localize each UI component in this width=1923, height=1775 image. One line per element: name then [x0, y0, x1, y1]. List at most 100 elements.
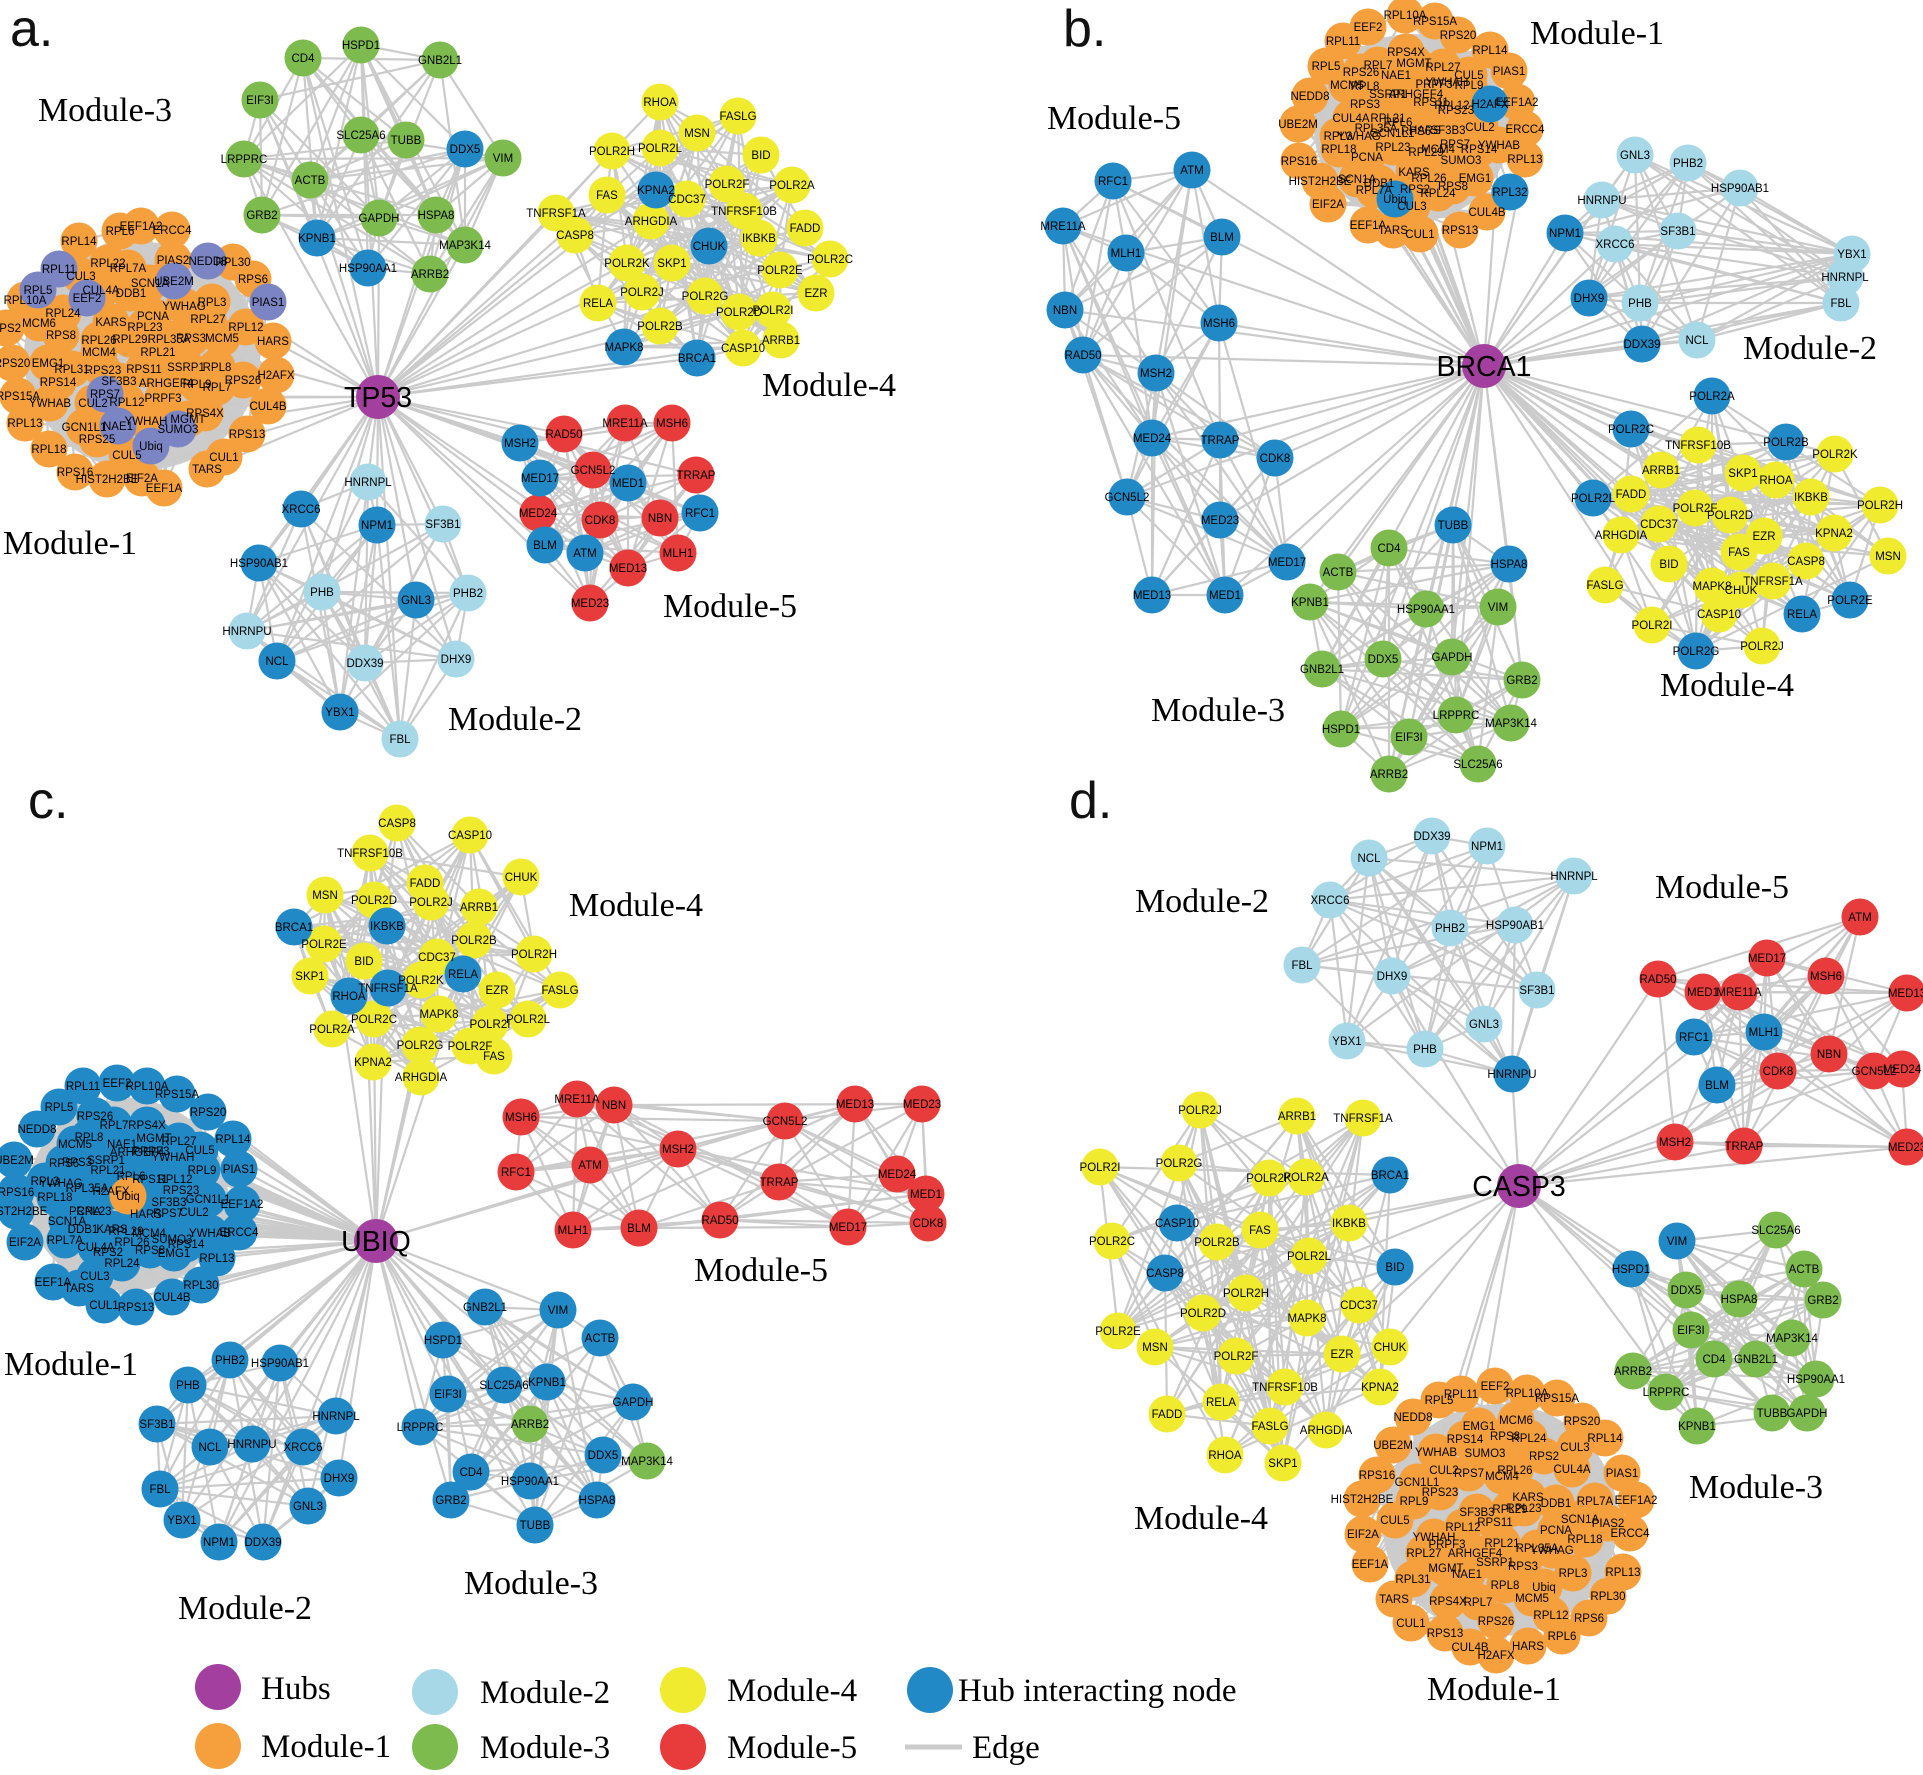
svg-text:NEDD8: NEDD8: [18, 1124, 57, 1136]
svg-text:RPL7: RPL7: [203, 382, 232, 394]
svg-text:HIST2H2BE: HIST2H2BE: [1289, 176, 1352, 188]
svg-text:Ubiq: Ubiq: [1383, 194, 1407, 206]
svg-text:SF3B3: SF3B3: [1430, 125, 1465, 137]
svg-text:EIF2A: EIF2A: [1347, 1529, 1379, 1541]
svg-text:FBL: FBL: [1830, 298, 1852, 310]
svg-text:MED1: MED1: [612, 478, 644, 490]
svg-text:SLC25A6: SLC25A6: [1453, 759, 1502, 771]
svg-text:Module-5: Module-5: [694, 1252, 828, 1289]
svg-text:MLH1: MLH1: [1111, 248, 1142, 260]
svg-text:CUL4B: CUL4B: [249, 401, 286, 413]
svg-text:NEDD8: NEDD8: [1394, 1412, 1433, 1424]
svg-text:SLC25A6: SLC25A6: [336, 130, 385, 142]
svg-text:BLM: BLM: [627, 1223, 651, 1235]
svg-text:RPL6: RPL6: [117, 1171, 146, 1183]
svg-text:PIAS1: PIAS1: [1493, 66, 1526, 78]
svg-text:POLR2J: POLR2J: [409, 897, 452, 909]
svg-text:SKP1: SKP1: [657, 258, 686, 270]
svg-text:KPNB1: KPNB1: [1678, 1421, 1716, 1433]
svg-text:Module-4: Module-4: [762, 367, 896, 404]
svg-text:PHB: PHB: [1413, 1044, 1437, 1056]
svg-text:MED17: MED17: [1748, 953, 1786, 965]
svg-text:RPL6: RPL6: [106, 226, 135, 238]
svg-text:MED17: MED17: [829, 1222, 867, 1234]
svg-text:Module-3: Module-3: [38, 92, 172, 129]
svg-text:NCL: NCL: [1685, 335, 1709, 347]
svg-text:MAPK8: MAPK8: [420, 1009, 459, 1021]
svg-text:ARHGEF4: ARHGEF4: [110, 1147, 165, 1159]
svg-text:SCN1A: SCN1A: [1338, 174, 1377, 186]
svg-text:EEF2: EEF2: [1354, 22, 1383, 34]
svg-text:NCL: NCL: [198, 1442, 222, 1454]
svg-text:RPS3: RPS3: [1350, 99, 1380, 111]
svg-text:GNB2L1: GNB2L1: [1300, 664, 1344, 676]
svg-text:MCM4: MCM4: [82, 347, 116, 359]
svg-text:ACTB: ACTB: [295, 175, 326, 187]
svg-text:MAPK8: MAPK8: [605, 342, 644, 354]
svg-text:d.: d.: [1069, 772, 1112, 830]
svg-text:RPS6: RPS6: [1574, 1613, 1604, 1625]
svg-text:BID: BID: [1385, 1262, 1404, 1274]
svg-text:SF3B1: SF3B1: [1519, 985, 1554, 997]
svg-text:KPNA2: KPNA2: [354, 1057, 392, 1069]
svg-text:Module-4: Module-4: [569, 887, 703, 924]
svg-text:NBN: NBN: [1053, 305, 1077, 317]
svg-text:POLR2J: POLR2J: [1740, 641, 1783, 653]
svg-text:PCNA: PCNA: [1540, 1525, 1572, 1537]
svg-text:RPL12: RPL12: [1445, 1522, 1480, 1534]
svg-text:EIF3I: EIF3I: [434, 1389, 461, 1401]
svg-text:HNRNPL: HNRNPL: [344, 477, 392, 489]
svg-text:POLR2E: POLR2E: [757, 265, 803, 277]
svg-text:MED24: MED24: [519, 508, 558, 520]
svg-text:BLM: BLM: [1210, 232, 1234, 244]
svg-text:POLR2G: POLR2G: [397, 1040, 444, 1052]
svg-text:YWHAG: YWHAG: [1530, 1545, 1574, 1557]
svg-text:ERCC4: ERCC4: [1611, 1528, 1651, 1540]
svg-text:LRPPRC: LRPPRC: [1643, 1387, 1690, 1399]
svg-text:CUL2: CUL2: [1465, 122, 1494, 134]
svg-text:PCNA: PCNA: [69, 1206, 101, 1218]
svg-text:RPS6: RPS6: [238, 274, 268, 286]
svg-text:SUMO3: SUMO3: [1465, 1448, 1506, 1460]
svg-text:GRB2: GRB2: [435, 1495, 466, 1507]
svg-text:CUL2: CUL2: [179, 1207, 208, 1219]
svg-text:RPL26: RPL26: [114, 1237, 149, 1249]
svg-text:RPL11: RPL11: [42, 264, 76, 276]
svg-text:GCN1L1: GCN1L1: [62, 422, 107, 434]
svg-text:Module-1: Module-1: [3, 525, 137, 562]
svg-text:YWHAG: YWHAG: [1337, 131, 1381, 143]
svg-text:MED24: MED24: [1883, 1064, 1922, 1076]
svg-text:RPL10A: RPL10A: [126, 1081, 169, 1093]
svg-text:POLR2C: POLR2C: [1089, 1236, 1135, 1248]
svg-text:YWHAH: YWHAH: [125, 416, 168, 428]
svg-text:POLR2A: POLR2A: [1283, 1172, 1329, 1184]
svg-text:HSPD1: HSPD1: [1612, 1264, 1650, 1276]
svg-text:TNFRSF10B: TNFRSF10B: [1665, 440, 1731, 452]
svg-text:RPL18: RPL18: [31, 444, 66, 456]
svg-text:TRRAP: TRRAP: [1725, 1141, 1764, 1153]
svg-text:CUL1: CUL1: [209, 452, 238, 464]
svg-text:KPNB1: KPNB1: [528, 1377, 566, 1389]
svg-text:RPL10A: RPL10A: [1506, 1388, 1549, 1400]
svg-text:Module-3: Module-3: [1689, 1469, 1823, 1506]
svg-text:TNFRSF1A: TNFRSF1A: [526, 208, 586, 220]
svg-text:DDX5: DDX5: [1368, 654, 1399, 666]
svg-text:MED23: MED23: [1201, 515, 1239, 527]
svg-text:HSP90AB1: HSP90AB1: [251, 1358, 309, 1370]
svg-text:GNL3: GNL3: [401, 595, 431, 607]
svg-text:SKP1: SKP1: [1268, 1458, 1297, 1470]
svg-text:CUL5: CUL5: [112, 450, 141, 462]
svg-text:POLR2I: POLR2I: [1632, 620, 1673, 632]
svg-text:RPL9: RPL9: [188, 1165, 217, 1177]
svg-text:CHUK: CHUK: [505, 872, 538, 884]
svg-text:PHB: PHB: [1628, 298, 1652, 310]
svg-text:PRPF3: PRPF3: [1428, 1539, 1465, 1551]
svg-text:MAP3K14: MAP3K14: [621, 1456, 673, 1468]
svg-text:ARRB2: ARRB2: [1370, 769, 1408, 781]
svg-text:RPL3: RPL3: [1324, 131, 1353, 143]
svg-text:RHOA: RHOA: [332, 991, 366, 1003]
svg-text:GCN5L2: GCN5L2: [1105, 492, 1150, 504]
svg-text:RPS4X: RPS4X: [186, 408, 224, 420]
svg-text:RPS4X: RPS4X: [1387, 47, 1425, 59]
svg-text:TARS: TARS: [1379, 1594, 1409, 1606]
